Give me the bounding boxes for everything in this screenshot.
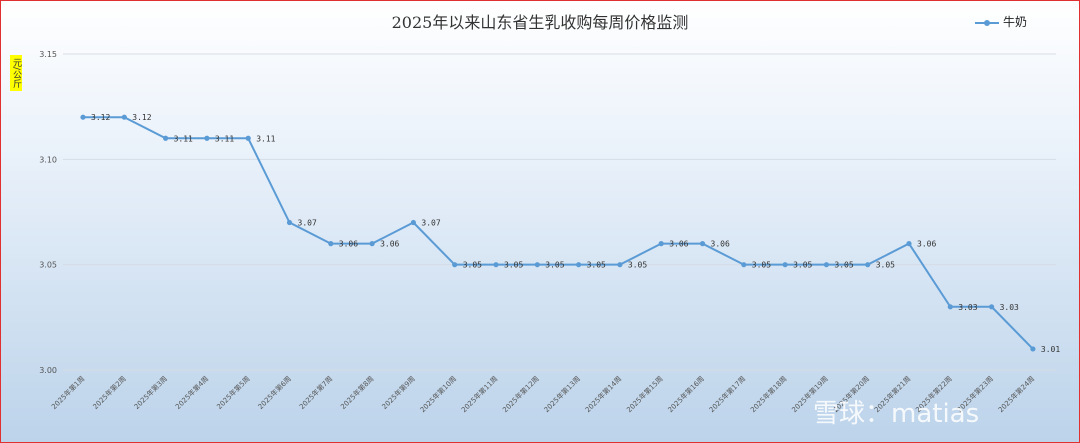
data-label: 3.01 <box>1041 345 1060 354</box>
data-label: 3.06 <box>669 240 688 249</box>
data-label: 3.07 <box>421 219 440 228</box>
x-tick-label: 2025年第12周 <box>501 374 541 414</box>
data-point <box>328 241 334 247</box>
data-label: 3.12 <box>132 113 151 122</box>
data-label: 3.03 <box>958 303 977 312</box>
y-tick-label: 3.00 <box>39 366 57 375</box>
data-point <box>782 262 788 268</box>
x-tick-label: 2025年第24周 <box>996 374 1036 414</box>
x-tick-label: 2025年第3周 <box>132 374 169 411</box>
data-point <box>286 219 293 226</box>
x-tick-label: 2025年第10周 <box>418 374 458 414</box>
data-label: 3.05 <box>876 261 895 270</box>
data-point <box>452 262 458 268</box>
data-point <box>410 219 416 226</box>
data-point <box>245 135 251 141</box>
data-point <box>947 304 953 310</box>
y-tick-label: 3.10 <box>39 155 57 164</box>
x-tick-label: 2025年第6周 <box>256 374 293 411</box>
x-tick-label: 2025年第7周 <box>297 374 334 411</box>
data-point <box>80 114 86 120</box>
data-label: 3.12 <box>91 113 110 122</box>
data-label: 3.06 <box>917 240 936 249</box>
x-tick-label: 2025年第2周 <box>91 374 128 411</box>
data-label: 3.05 <box>752 261 771 270</box>
data-point <box>741 262 747 268</box>
data-label: 3.06 <box>339 240 358 249</box>
watermark: 雪球：matias <box>813 399 980 429</box>
legend-series-name: 牛奶 <box>1003 15 1028 29</box>
data-label: 3.05 <box>504 261 523 270</box>
data-point <box>865 262 871 268</box>
y-axis-unit-label: 元/公斤 <box>10 55 22 91</box>
data-label: 3.11 <box>174 134 193 143</box>
data-label: 3.05 <box>793 261 812 270</box>
data-point <box>204 135 210 141</box>
y-tick-label: 3.05 <box>39 261 57 270</box>
data-label: 3.05 <box>834 261 853 270</box>
x-tick-label: 2025年第16周 <box>666 374 706 414</box>
legend: 牛奶 <box>975 13 1027 30</box>
data-label: 3.11 <box>215 134 234 143</box>
data-point <box>576 262 582 268</box>
series-line <box>83 116 1034 350</box>
data-label: 3.06 <box>711 240 730 249</box>
y-tick-label: 3.15 <box>39 50 57 59</box>
chart-title: 2025年以来山东省生乳收购每周价格监测 <box>391 13 689 32</box>
data-point <box>617 262 623 268</box>
data-point <box>493 262 499 268</box>
data-point <box>658 241 664 247</box>
x-tick-label: 2025年第18周 <box>748 374 788 414</box>
x-tick-label: 2025年第11周 <box>459 374 499 414</box>
x-tick-label: 2025年第8周 <box>339 374 376 411</box>
data-point <box>989 304 995 310</box>
data-point <box>1030 346 1036 352</box>
data-point <box>823 262 830 268</box>
data-point <box>163 135 169 141</box>
data-label: 3.06 <box>380 240 399 249</box>
data-point <box>369 241 375 247</box>
x-tick-label: 2025年第14周 <box>583 374 623 414</box>
data-label: 3.05 <box>545 261 564 270</box>
data-label: 3.05 <box>628 261 647 270</box>
data-label: 3.05 <box>463 261 482 270</box>
x-tick-label: 2025年第15周 <box>624 374 664 414</box>
data-label: 3.05 <box>587 261 606 270</box>
x-tick-label: 2025年第1周 <box>49 374 86 411</box>
x-tick-label: 2025年第9周 <box>380 374 417 411</box>
data-point <box>699 241 706 247</box>
x-tick-label: 2025年第4周 <box>173 374 210 411</box>
x-tick-label: 2025年第5周 <box>215 374 252 411</box>
legend-line-marker-icon <box>975 18 999 28</box>
data-point <box>534 262 540 268</box>
x-tick-label: 2025年第17周 <box>707 374 747 414</box>
data-label: 3.11 <box>256 134 275 143</box>
data-label: 3.03 <box>1000 303 1019 312</box>
data-point <box>906 241 912 247</box>
x-tick-label: 2025年第13周 <box>542 374 582 414</box>
data-point <box>121 114 127 120</box>
data-label: 3.07 <box>298 219 317 228</box>
